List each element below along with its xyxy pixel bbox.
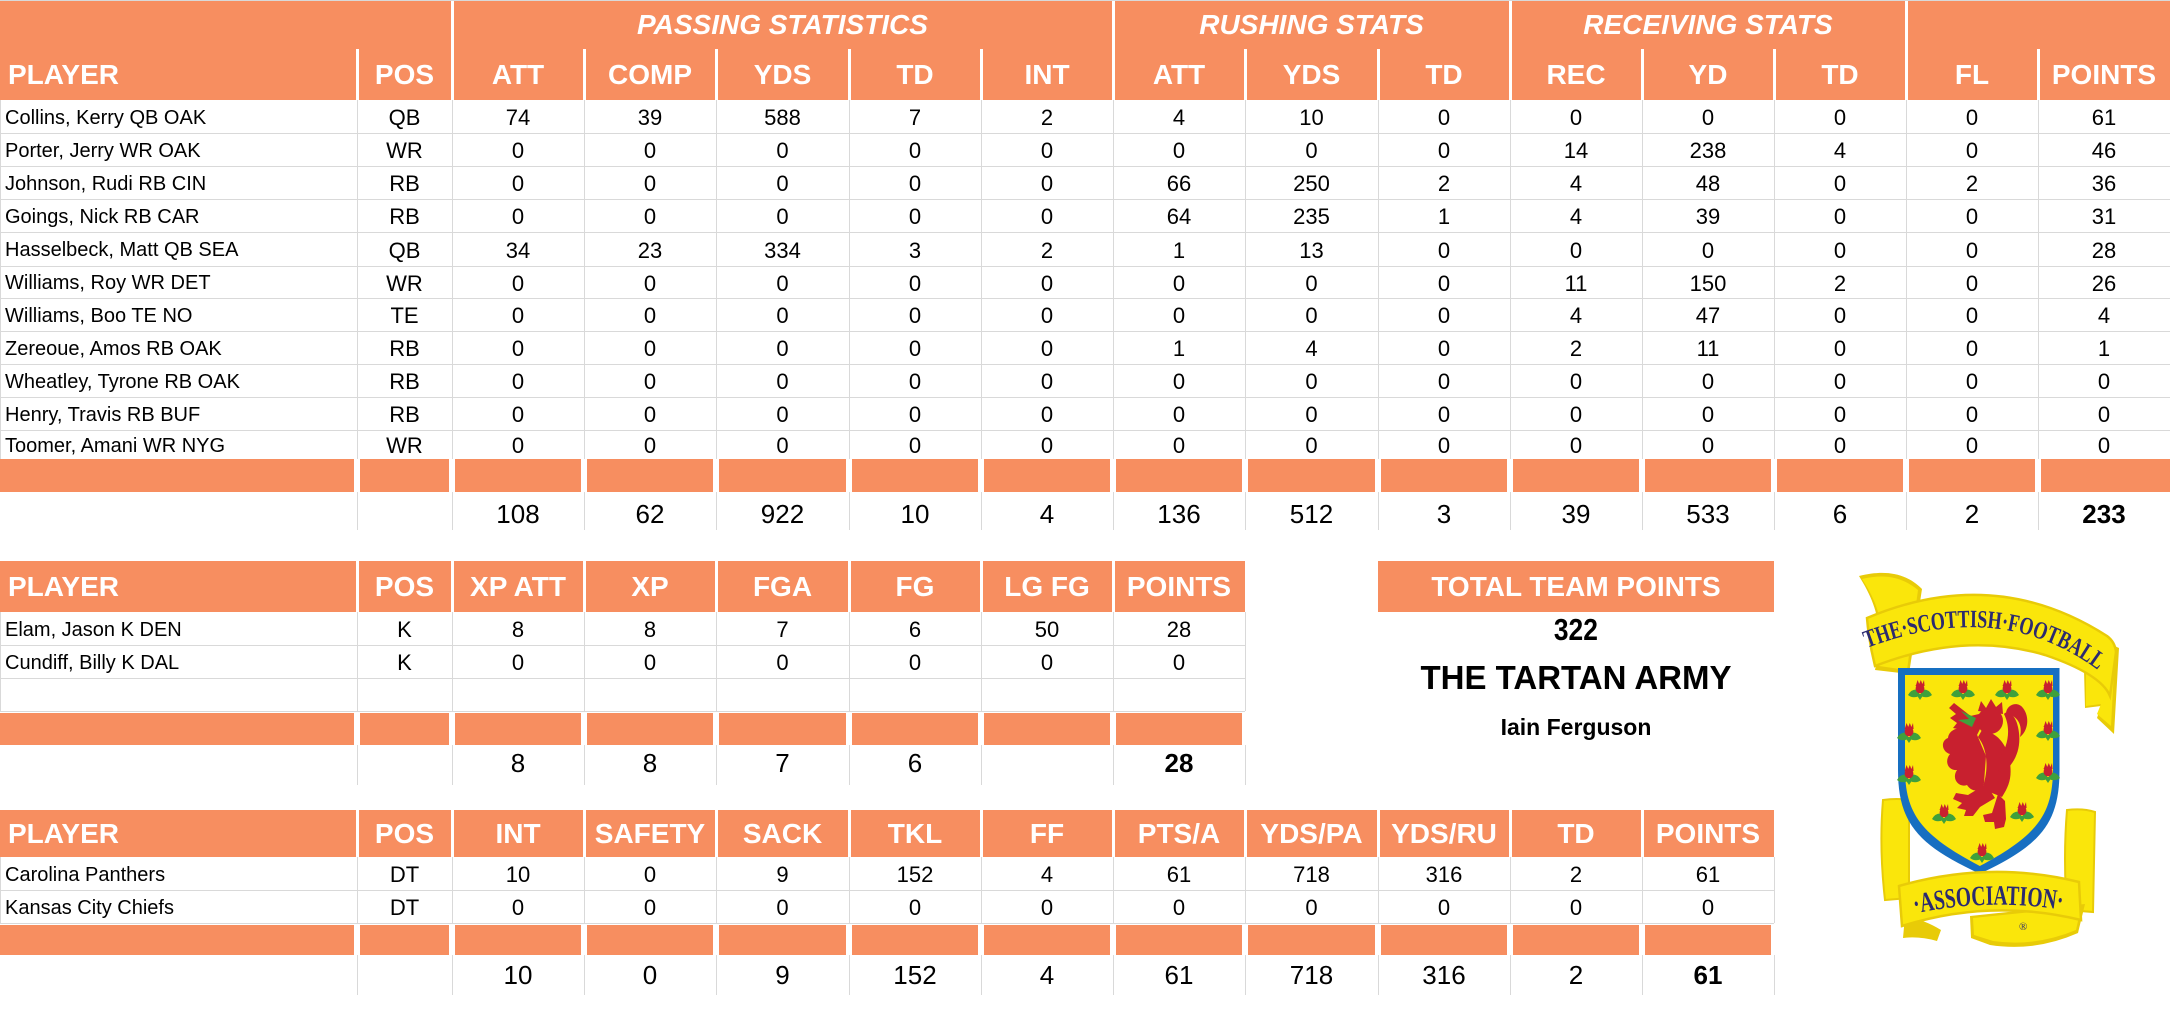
svg-text:®: ® — [2019, 921, 2027, 933]
